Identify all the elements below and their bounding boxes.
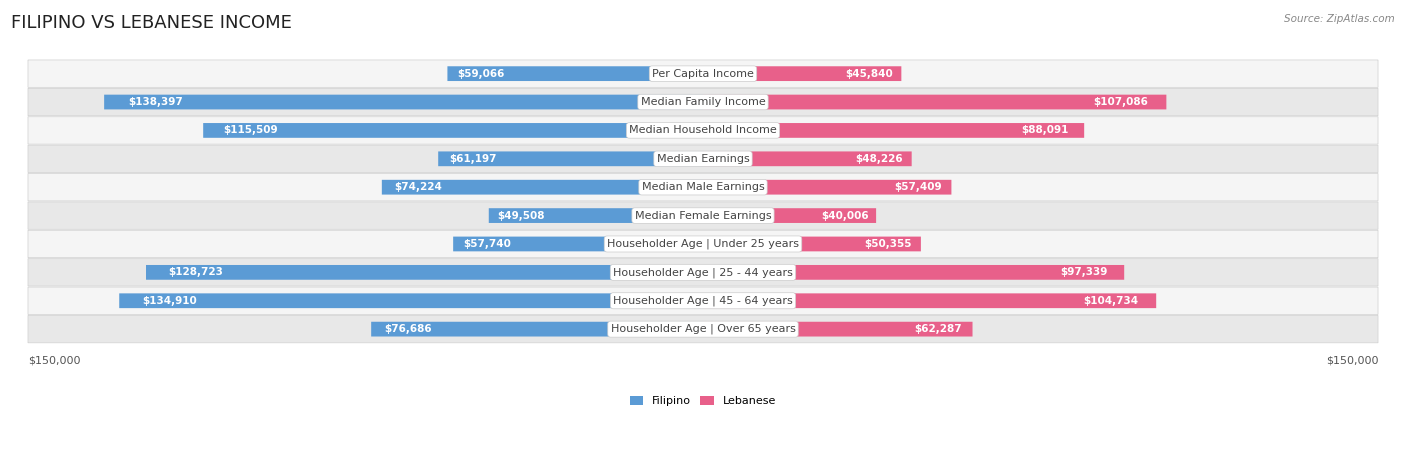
FancyBboxPatch shape [703,66,901,81]
FancyBboxPatch shape [371,322,703,337]
FancyBboxPatch shape [28,145,1378,172]
Text: $49,508: $49,508 [498,211,546,220]
Text: $50,355: $50,355 [865,239,912,249]
Text: $57,740: $57,740 [463,239,510,249]
FancyBboxPatch shape [703,123,1084,138]
FancyBboxPatch shape [382,180,703,195]
Text: $57,409: $57,409 [894,182,942,192]
FancyBboxPatch shape [28,287,1378,314]
Text: Median Male Earnings: Median Male Earnings [641,182,765,192]
Text: $115,509: $115,509 [224,126,278,135]
FancyBboxPatch shape [204,123,703,138]
FancyBboxPatch shape [703,293,1156,308]
FancyBboxPatch shape [28,174,1378,201]
Text: $40,006: $40,006 [821,211,869,220]
Text: FILIPINO VS LEBANESE INCOME: FILIPINO VS LEBANESE INCOME [11,14,292,32]
Text: $45,840: $45,840 [845,69,893,78]
Text: $107,086: $107,086 [1092,97,1147,107]
Text: $134,910: $134,910 [142,296,197,306]
FancyBboxPatch shape [104,95,703,109]
Text: $76,686: $76,686 [384,324,432,334]
Text: Per Capita Income: Per Capita Income [652,69,754,78]
FancyBboxPatch shape [28,202,1378,229]
Text: Householder Age | Over 65 years: Householder Age | Over 65 years [610,324,796,334]
FancyBboxPatch shape [28,315,1378,343]
Text: $59,066: $59,066 [457,69,505,78]
FancyBboxPatch shape [703,180,952,195]
Text: Householder Age | 25 - 44 years: Householder Age | 25 - 44 years [613,267,793,277]
Text: Median Household Income: Median Household Income [628,126,778,135]
Text: $97,339: $97,339 [1060,268,1108,277]
FancyBboxPatch shape [28,88,1378,116]
FancyBboxPatch shape [28,117,1378,144]
FancyBboxPatch shape [439,151,703,166]
FancyBboxPatch shape [146,265,703,280]
FancyBboxPatch shape [120,293,703,308]
Text: Median Family Income: Median Family Income [641,97,765,107]
Text: Source: ZipAtlas.com: Source: ZipAtlas.com [1284,14,1395,24]
FancyBboxPatch shape [703,237,921,251]
Text: $128,723: $128,723 [169,268,224,277]
FancyBboxPatch shape [453,237,703,251]
Text: Householder Age | Under 25 years: Householder Age | Under 25 years [607,239,799,249]
Text: $62,287: $62,287 [914,324,962,334]
Text: Median Earnings: Median Earnings [657,154,749,164]
Text: $48,226: $48,226 [856,154,903,164]
FancyBboxPatch shape [28,60,1378,87]
Text: $74,224: $74,224 [395,182,443,192]
FancyBboxPatch shape [447,66,703,81]
FancyBboxPatch shape [489,208,703,223]
FancyBboxPatch shape [703,208,876,223]
FancyBboxPatch shape [28,230,1378,258]
Text: Householder Age | 45 - 64 years: Householder Age | 45 - 64 years [613,296,793,306]
Text: $61,197: $61,197 [449,154,496,164]
Text: $88,091: $88,091 [1022,126,1069,135]
Legend: Filipino, Lebanese: Filipino, Lebanese [626,391,780,410]
Text: Median Female Earnings: Median Female Earnings [634,211,772,220]
FancyBboxPatch shape [28,259,1378,286]
Text: $138,397: $138,397 [128,97,183,107]
Text: $104,734: $104,734 [1083,296,1137,306]
FancyBboxPatch shape [703,265,1125,280]
FancyBboxPatch shape [703,151,911,166]
FancyBboxPatch shape [703,322,973,337]
FancyBboxPatch shape [703,95,1167,109]
